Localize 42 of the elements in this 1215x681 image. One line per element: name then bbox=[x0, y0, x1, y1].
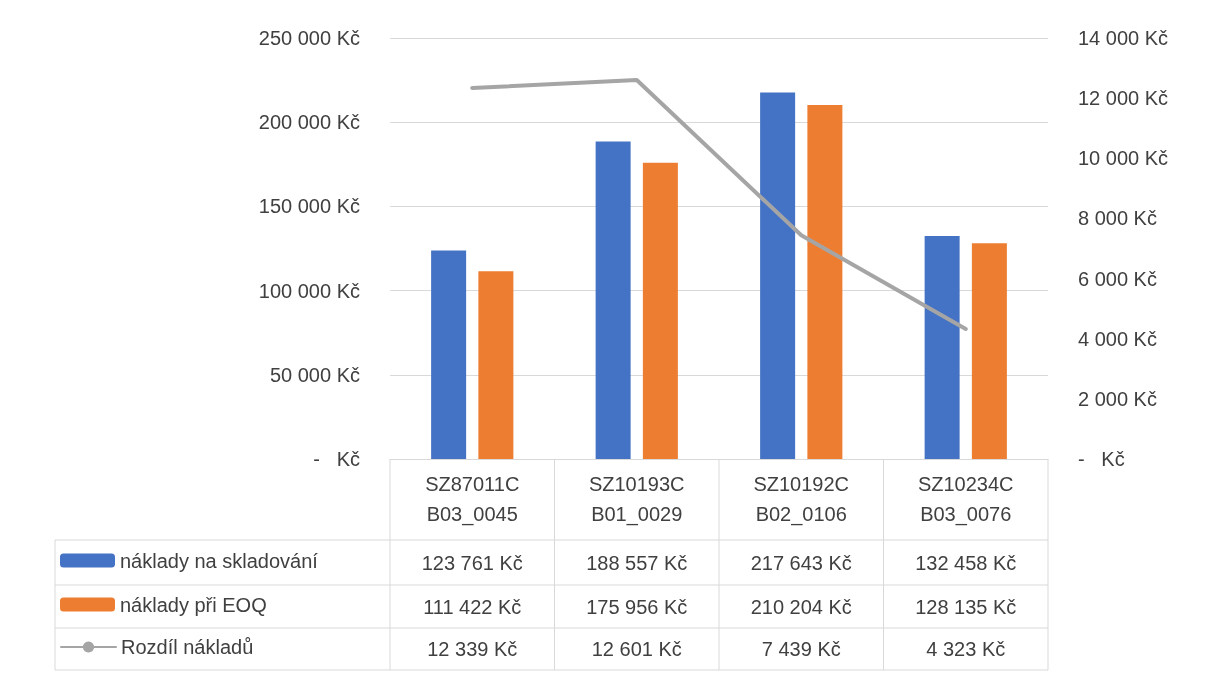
y2-tick-label: 2 000 Kč bbox=[1078, 387, 1157, 410]
y-tick-label: 250 000 Kč bbox=[258, 27, 360, 49]
y2-tick-label: 6 000 Kč bbox=[1078, 267, 1157, 290]
data-label: 7 439 Kč bbox=[761, 638, 841, 660]
data-label: 217 643 Kč bbox=[750, 551, 852, 574]
y2-tick-label: 10 000 Kč bbox=[1078, 147, 1169, 170]
bar bbox=[595, 141, 631, 459]
y2-tick-label: 8 000 Kč bbox=[1078, 207, 1157, 230]
y2-tick-label: 12 000 Kč bbox=[1078, 87, 1169, 110]
data-label: 132 458 Kč bbox=[915, 551, 1017, 574]
data-label: 128 135 Kč bbox=[915, 595, 1017, 618]
bar bbox=[807, 105, 843, 459]
bar bbox=[642, 162, 678, 459]
y-tick-label: 50 000 Kč bbox=[269, 363, 360, 386]
data-label: 4 323 Kč bbox=[926, 638, 1006, 660]
data-label: 12 339 Kč bbox=[427, 638, 518, 660]
bar bbox=[924, 235, 960, 459]
y2-tick-label: 14 000 Kč bbox=[1078, 27, 1169, 49]
data-label: 111 422 Kč bbox=[423, 595, 522, 618]
y-tick-label: 150 000 Kč bbox=[258, 195, 360, 218]
legend-label: náklady při EOQ bbox=[120, 593, 267, 616]
y-tick-label: 200 000 Kč bbox=[258, 111, 360, 134]
y2-tick-label: 4 000 Kč bbox=[1078, 327, 1157, 350]
legend-label: náklady na skladování bbox=[120, 549, 319, 572]
bar bbox=[971, 243, 1007, 459]
x-tick-label: SZ87011CB03_0045 bbox=[425, 473, 520, 526]
legend-label: Rozdíl nákladů bbox=[121, 636, 254, 658]
data-label: 188 557 Kč bbox=[586, 551, 688, 574]
y2-tick-label: - Kč bbox=[1078, 448, 1125, 470]
data-label: 210 204 Kč bbox=[750, 595, 852, 618]
bar bbox=[431, 250, 467, 459]
y-tick-label: 100 000 Kč bbox=[258, 279, 360, 302]
y-tick-label: - Kč bbox=[313, 448, 360, 470]
data-label: 123 761 Kč bbox=[421, 551, 523, 574]
line-series bbox=[470, 78, 968, 331]
x-tick-label: SZ10234CB03_0076 bbox=[917, 473, 1014, 526]
x-tick-label: SZ10193CB01_0029 bbox=[588, 473, 685, 526]
data-label: 12 601 Kč bbox=[591, 638, 682, 660]
bar bbox=[760, 92, 796, 459]
bar bbox=[478, 271, 514, 459]
x-tick-label: SZ10192CB02_0106 bbox=[753, 473, 850, 526]
data-label: 175 956 Kč bbox=[586, 595, 688, 618]
